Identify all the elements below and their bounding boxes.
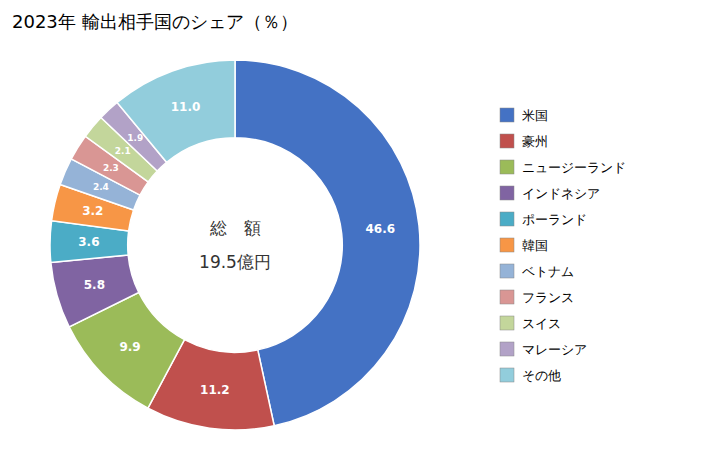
data-label: 46.6 <box>366 222 396 236</box>
data-label: 11.2 <box>200 383 230 397</box>
legend-label: ポーランド <box>522 212 587 227</box>
legend-label: その他 <box>522 368 561 383</box>
legend-label: 豪州 <box>522 134 548 149</box>
data-label: 3.2 <box>82 204 103 218</box>
data-label: 2.3 <box>103 163 119 173</box>
data-label: 5.8 <box>84 278 105 292</box>
legend-label: インドネシア <box>522 186 600 201</box>
legend-item: インドネシア <box>500 186 600 201</box>
legend-item: スイス <box>500 316 561 331</box>
legend-item: 韓国 <box>500 238 548 253</box>
center-label: 総 額 <box>209 218 261 238</box>
data-label: 2.4 <box>93 182 109 192</box>
data-label: 1.9 <box>127 133 143 143</box>
legend-swatch <box>500 264 514 278</box>
legend-label: スイス <box>522 316 561 331</box>
slice <box>117 60 235 162</box>
legend-item: ベトナム <box>500 264 574 279</box>
legend-item: フランス <box>500 290 574 305</box>
legend-label: 米国 <box>522 108 548 123</box>
legend-swatch <box>500 290 514 304</box>
title: 2023年 輸出相手国のシェア（％） <box>12 11 298 32</box>
legend-label: 韓国 <box>522 238 548 253</box>
legend-label: ニュージーランド <box>522 160 626 175</box>
center-labels: 総 額 19.5億円 <box>199 218 271 272</box>
data-labels: 46.6 11.2 9.9 5.8 3.6 3.2 2.4 2.3 2.1 1.9 11.0 <box>78 100 395 396</box>
legend-item: マレーシア <box>500 342 587 357</box>
legend-swatch <box>500 134 514 148</box>
slice <box>51 255 139 327</box>
legend-swatch <box>500 108 514 122</box>
legend-label: マレーシア <box>522 342 587 357</box>
legend-swatch <box>500 368 514 382</box>
legend-item: ポーランド <box>500 212 587 227</box>
legend-item: 米国 <box>500 108 548 123</box>
legend: 米国豪州ニュージーランドインドネシアポーランド韓国ベトナムフランススイスマレーシ… <box>500 108 626 383</box>
data-label: 2.1 <box>115 146 131 156</box>
data-label: 11.0 <box>171 100 201 114</box>
data-label: 9.9 <box>119 340 140 354</box>
legend-label: ベトナム <box>522 264 574 279</box>
chart: 2023年 輸出相手国のシェア（％） 46.6 11.2 9.9 5.8 3.6 3.2 2.… <box>0 0 728 450</box>
legend-item: 豪州 <box>500 134 548 149</box>
center-label: 19.5億円 <box>199 252 271 272</box>
legend-swatch <box>500 342 514 356</box>
legend-swatch <box>500 186 514 200</box>
legend-swatch <box>500 238 514 252</box>
legend-item: その他 <box>500 368 561 383</box>
legend-swatch <box>500 160 514 174</box>
legend-label: フランス <box>522 290 574 305</box>
donut <box>50 60 420 430</box>
legend-swatch <box>500 212 514 226</box>
data-label: 3.6 <box>78 235 99 249</box>
legend-swatch <box>500 316 514 330</box>
legend-item: ニュージーランド <box>500 160 626 175</box>
